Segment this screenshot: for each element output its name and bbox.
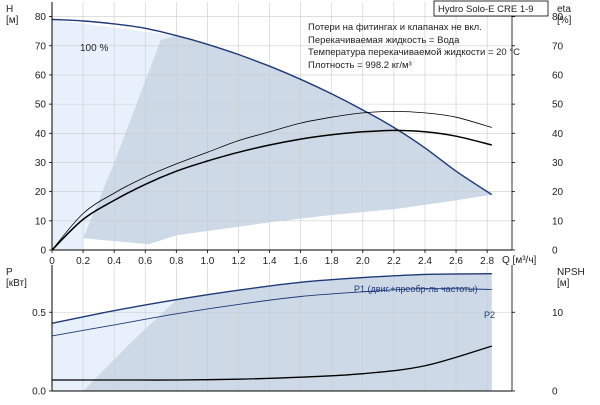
x-tick-label: 0 bbox=[49, 256, 55, 267]
grid-layer bbox=[52, 2, 512, 391]
x-tick-label: 1.6 bbox=[294, 256, 308, 267]
npsh-curve bbox=[51, 345, 492, 381]
bottom-right-axis-title-npsh: NPSH bbox=[557, 267, 585, 278]
top-left-axis-title-h: H bbox=[6, 4, 13, 15]
top-left-tick-label: 0 bbox=[40, 246, 46, 257]
top-right-tick-label: 60 bbox=[552, 70, 564, 81]
top-right-tick-label: 70 bbox=[552, 41, 564, 52]
top-right-tick-label: 20 bbox=[552, 187, 564, 198]
x-axis-label: Q [м³/ч] bbox=[502, 255, 537, 266]
top-left-tick-label: 40 bbox=[35, 129, 47, 140]
x-tick-label: 0.2 bbox=[76, 256, 90, 267]
x-tick-label: 2.0 bbox=[356, 256, 370, 267]
top-right-tick-label: 30 bbox=[552, 158, 564, 169]
bottom-left-tick-label: 0.0 bbox=[32, 387, 46, 398]
top-left-tick-label: 20 bbox=[35, 187, 47, 198]
top-operating-area bbox=[52, 19, 492, 245]
x-tick-label: 2.8 bbox=[480, 256, 494, 267]
x-tick-label: 2.4 bbox=[418, 256, 432, 267]
x-tick-label: 0.6 bbox=[138, 256, 152, 267]
x-tick-label: 1.8 bbox=[325, 256, 339, 267]
axis-layer bbox=[49, 2, 515, 392]
speed-label: 100 % bbox=[80, 43, 108, 54]
top-right-tick-label: 50 bbox=[552, 100, 564, 111]
bottom-left-axis-title-p: P bbox=[6, 267, 13, 278]
tick-label-layer: 0 0.2 0.4 0.6 0.8 1.0 1.2 1.4 1.6 1.8 2.0 2.2 2.4 2.6… bbox=[32, 12, 563, 397]
top-right-axis-title-eta: eta bbox=[557, 4, 571, 15]
eta-total-curve bbox=[51, 129, 492, 251]
top-right-axis-unit: [%] bbox=[557, 15, 572, 26]
top-right-tick-label: 40 bbox=[552, 129, 564, 140]
x-tick-label: 0.4 bbox=[107, 256, 121, 267]
bottom-left-tick-label: 0.5 bbox=[32, 308, 46, 319]
x-tick-label: 1.2 bbox=[232, 256, 246, 267]
note-line-2: Перекачиваемая жидкость = Вода bbox=[308, 35, 460, 46]
p2-curve bbox=[51, 288, 492, 337]
top-left-tick-label: 50 bbox=[35, 100, 47, 111]
eta-pump-curve bbox=[51, 110, 492, 251]
top-left-axis-unit: [м] bbox=[6, 15, 19, 26]
note-line-4: Плотность = 998.2 кг/м³ bbox=[308, 60, 412, 71]
top-left-tick-label: 80 bbox=[35, 12, 47, 23]
note-line-3: Температура перекачиваемой жидкости = 20… bbox=[308, 47, 520, 58]
series-label-p1: P1 (двиг.+преобр-ль частоты) bbox=[354, 284, 478, 294]
bottom-right-axis-unit: [м] bbox=[557, 278, 570, 289]
series-label-p2: P2 bbox=[484, 310, 495, 320]
title-box bbox=[433, 0, 549, 17]
x-tick-label: 2.6 bbox=[449, 256, 463, 267]
head-curve bbox=[51, 18, 493, 196]
top-right-tick-label: 0 bbox=[552, 246, 558, 257]
top-right-tick-label: 80 bbox=[552, 12, 564, 23]
bottom-right-tick-label: 0 bbox=[552, 387, 558, 398]
x-tick-label: 2.2 bbox=[387, 256, 401, 267]
top-left-tick-label: 60 bbox=[35, 70, 47, 81]
x-tick-label: 1.4 bbox=[263, 256, 277, 267]
chart-title: Hydro Solo-E CRE 1-9 bbox=[438, 4, 534, 15]
top-left-tick-label: 70 bbox=[35, 41, 47, 52]
top-left-tick-label: 10 bbox=[35, 216, 47, 227]
top-left-tick-label: 30 bbox=[35, 158, 47, 169]
p1-curve bbox=[51, 273, 492, 324]
curve-layer bbox=[51, 18, 493, 381]
bottom-right-tick-label: 10 bbox=[552, 308, 564, 319]
top-right-tick-label: 10 bbox=[552, 216, 564, 227]
x-tick-label: 0.8 bbox=[169, 256, 183, 267]
bottom-left-axis-unit: [кВт] bbox=[6, 278, 27, 289]
note-line-1: Потери на фитингах и клапанах не вкл. bbox=[308, 22, 482, 33]
x-tick-label: 1.0 bbox=[200, 256, 214, 267]
